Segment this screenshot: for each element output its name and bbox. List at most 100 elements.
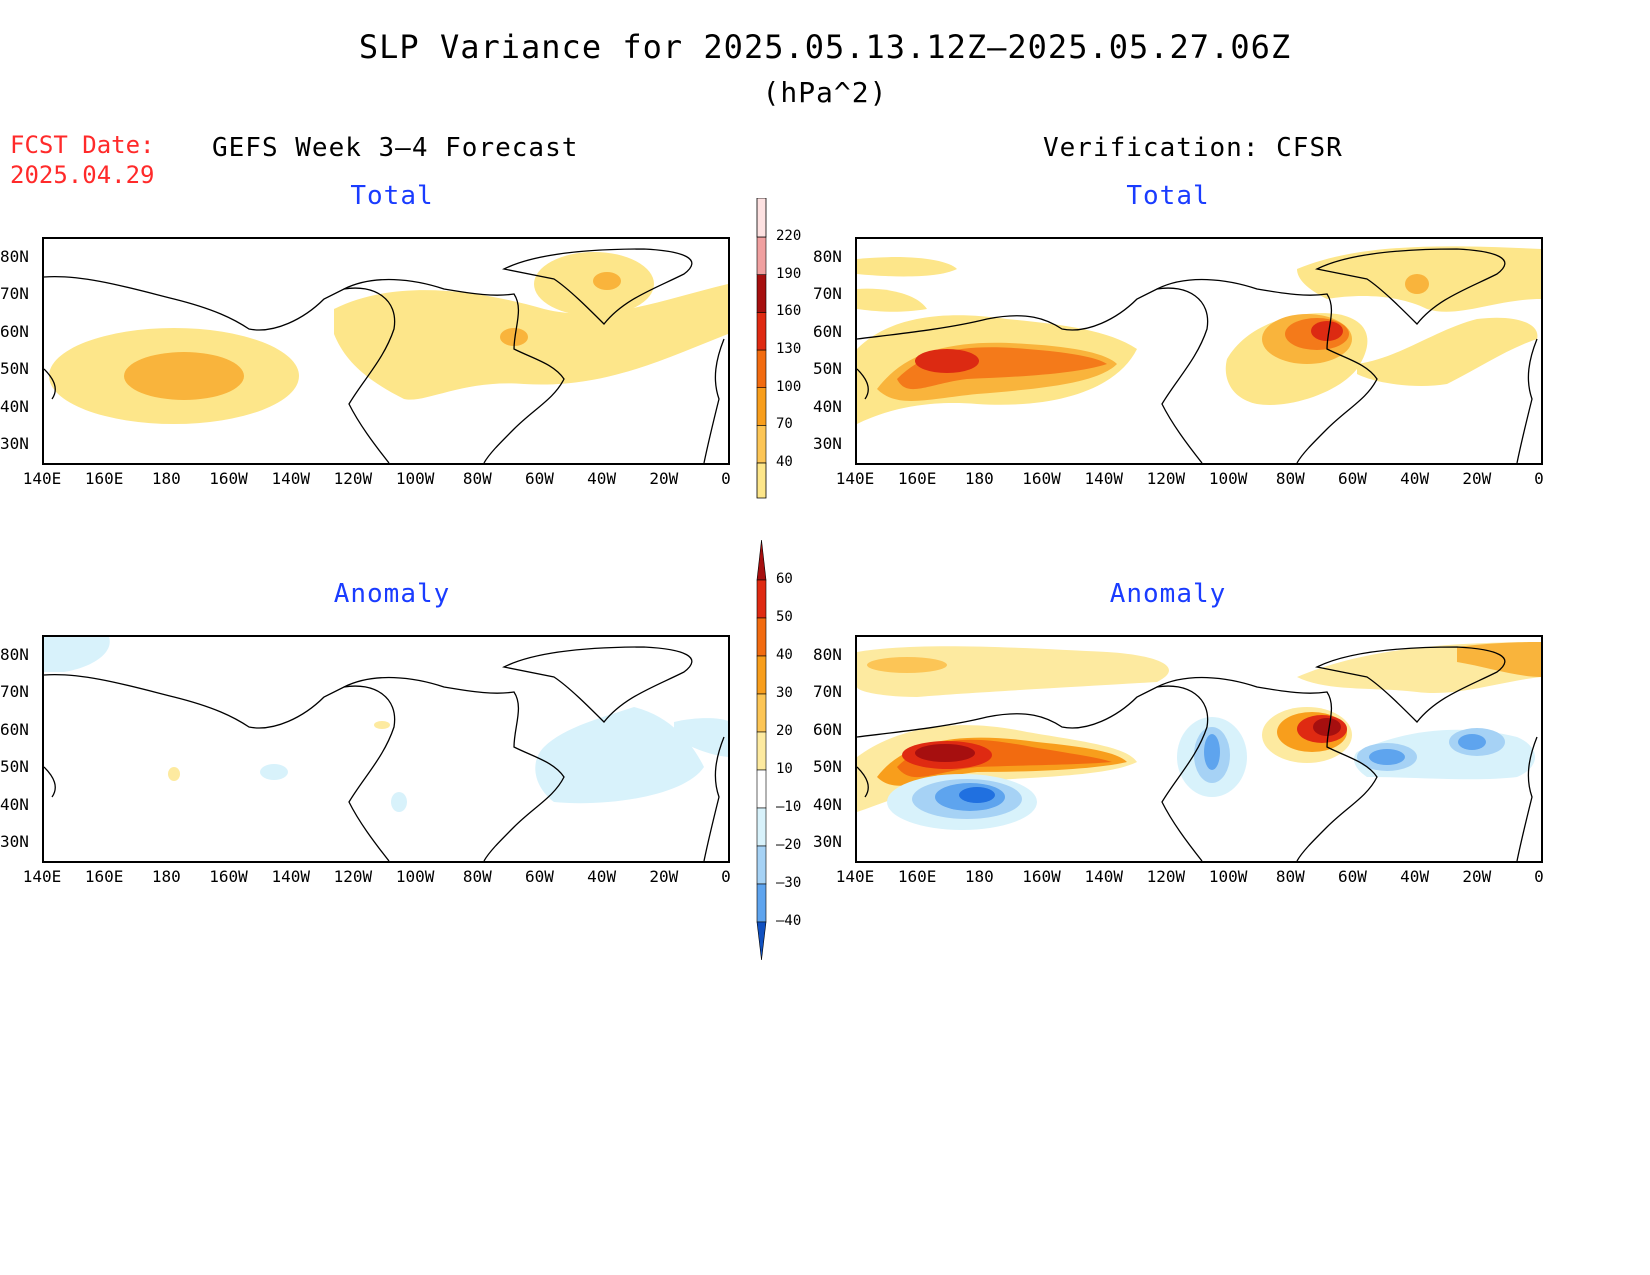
total-colorbar-svg	[756, 198, 767, 499]
anomaly-contour-pos30	[1457, 642, 1541, 677]
lon-label: 40W	[587, 469, 617, 488]
coastlines	[44, 248, 725, 463]
lon-label: 160E	[84, 469, 124, 488]
lat-label: 40N	[813, 397, 842, 416]
anomaly-contour-pos10	[168, 767, 180, 781]
anomaly-colorbar-bottom-extension	[756, 921, 767, 960]
anomaly-contour-neg10	[260, 764, 288, 780]
anomaly-colorbar-top-extension	[756, 540, 767, 581]
anomaly-contour-neg10	[674, 718, 728, 757]
verification-anomaly-field	[857, 642, 1541, 861]
fcst-date: 2025.04.29	[10, 161, 155, 189]
anomaly-colorbar-label: 30	[776, 685, 793, 701]
anomaly-contour-neg30	[1369, 749, 1405, 765]
anomaly-colorbar-band	[756, 731, 767, 771]
lon-label: 40W	[1400, 867, 1430, 886]
lon-label: 120W	[1146, 469, 1186, 488]
fcst-label: FCST Date:	[10, 131, 155, 159]
top-right-panel-title: Total	[1126, 181, 1210, 211]
lon-label: 40W	[1400, 469, 1430, 488]
coastlines	[857, 248, 1538, 463]
lon-label: 160E	[897, 867, 937, 886]
lon-label: 80W	[462, 867, 492, 886]
shading	[857, 642, 1541, 830]
total-colorbar-band	[756, 312, 767, 351]
anomaly-colorbar-band	[756, 693, 767, 733]
total-colorbar-top-extension	[756, 198, 767, 238]
total-colorbar-band	[756, 236, 767, 275]
anomaly-contour-pos10	[857, 646, 1169, 697]
lat-label: 60N	[0, 720, 29, 739]
lat-label: 80N	[813, 645, 842, 664]
lat-label: 60N	[813, 720, 842, 739]
anomaly-colorbar-label: 40	[776, 647, 793, 663]
total-colorbar-label: 130	[776, 341, 802, 357]
lon-label: 60W	[525, 867, 554, 886]
lat-label: 40N	[0, 795, 29, 814]
lon-label: 180	[964, 469, 994, 488]
figure-title: SLP Variance for 2025.05.13.12Z–2025.05.…	[358, 28, 1292, 66]
anomaly-colorbar-label: –40	[776, 913, 802, 929]
lon-label: 140E	[835, 469, 875, 488]
right-heading: Verification: CFSR	[1043, 133, 1343, 163]
lon-label: 160W	[209, 469, 248, 488]
lat-label: 70N	[0, 682, 29, 701]
left-heading: GEFS Week 3–4 Forecast	[212, 133, 579, 163]
total-contour-130	[1311, 321, 1343, 341]
map-forecast-total	[42, 237, 730, 465]
anomaly-colorbar-label: –10	[776, 799, 802, 815]
lon-label: 160W	[1022, 867, 1061, 886]
map-verification-anomaly	[855, 635, 1543, 863]
lon-label: 160W	[1022, 469, 1061, 488]
total-colorbar-label: 70	[776, 416, 793, 433]
bottom-left-panel-title: Anomaly	[333, 579, 451, 609]
lat-label: 70N	[0, 284, 29, 303]
anomaly-colorbar-band	[756, 579, 767, 619]
total-colorbar-band	[756, 425, 767, 464]
lat-label: 70N	[813, 682, 842, 701]
lon-label: 80W	[1275, 469, 1305, 488]
lon-label: 160E	[897, 469, 937, 488]
anomaly-contour-pos20	[867, 657, 947, 673]
anomaly-colorbar-label: –30	[776, 875, 802, 891]
anomaly-colorbar-band	[756, 655, 767, 695]
lon-label: 160E	[84, 867, 124, 886]
lat-label: 40N	[813, 795, 842, 814]
lat-label: 50N	[0, 757, 29, 776]
lon-label: 20W	[1462, 469, 1492, 488]
anomaly-colorbar-svg	[756, 540, 767, 960]
shading	[857, 246, 1541, 424]
lon-label: 140W	[271, 867, 310, 886]
bottom-right-panel-title: Anomaly	[1109, 579, 1227, 609]
lon-label: 100W	[395, 469, 435, 488]
lat-label: 50N	[0, 359, 29, 378]
lon-label: 40W	[587, 867, 617, 886]
anomaly-colorbar-label: –20	[776, 837, 802, 853]
lon-label: 140W	[1084, 469, 1123, 488]
lon-label: 140E	[22, 867, 62, 886]
lon-label: 180	[151, 469, 181, 488]
shading	[44, 637, 728, 812]
total-colorbar-label: 220	[776, 228, 802, 244]
total-contour-40	[334, 284, 728, 400]
anomaly-colorbar-label: 50	[776, 609, 793, 625]
anomaly-contour-neg10	[535, 707, 704, 804]
map-verification-total	[855, 237, 1543, 465]
lon-label: 120W	[333, 867, 373, 886]
total-colorbar: 40 70 100 130 160 190 220	[750, 198, 820, 508]
lat-label: 80N	[813, 247, 842, 266]
lat-label: 80N	[0, 247, 29, 266]
anomaly-contour-neg10	[44, 637, 110, 672]
fcst-date-label: FCST Date: 2025.04.29	[10, 130, 155, 190]
lon-label: 100W	[1208, 469, 1248, 488]
lon-label: 80W	[1275, 867, 1305, 886]
anomaly-colorbar-band	[756, 883, 767, 923]
total-colorbar-band	[756, 349, 767, 388]
anomaly-contour-pos60	[1313, 718, 1341, 736]
anomaly-contour-neg30	[1458, 734, 1486, 750]
total-contour-40	[857, 288, 927, 312]
total-colorbar-label: 100	[776, 378, 802, 395]
lon-label: 140E	[22, 469, 62, 488]
coastlines	[857, 646, 1538, 861]
forecast-total-field	[44, 248, 728, 463]
